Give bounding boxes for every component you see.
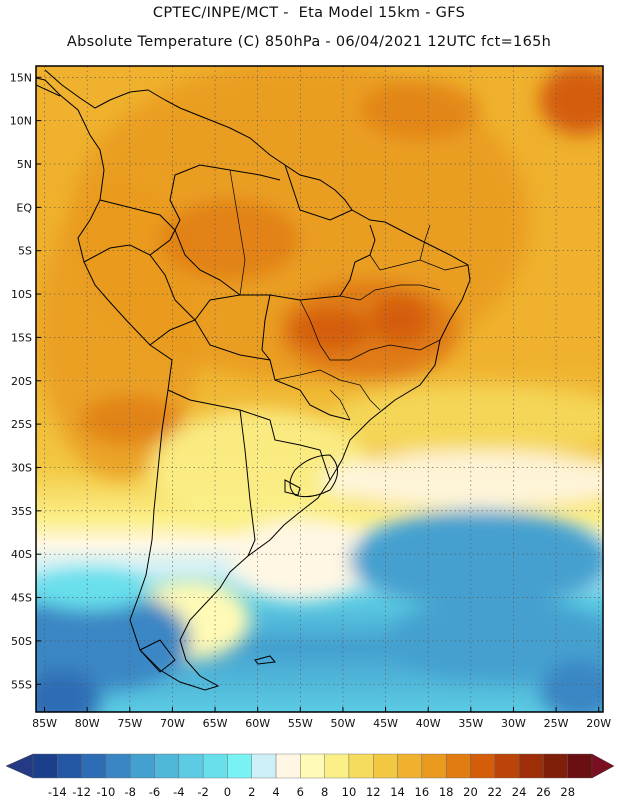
colorbar-label: 2	[248, 785, 255, 799]
lon-tick-label: 80W	[75, 717, 100, 730]
colorbar-label: -6	[149, 785, 160, 799]
colorbar-low-arrow	[5, 753, 34, 779]
lon-tick-label: 30W	[501, 717, 526, 730]
colorbar-swatch	[32, 753, 58, 779]
temperature-field	[36, 66, 603, 712]
lat-tick-label: 20S	[11, 375, 32, 388]
colorbar-high-arrow	[591, 753, 615, 779]
colorbar-swatch	[178, 753, 204, 779]
colorbar-swatch	[324, 753, 350, 779]
colorbar-label: -4	[173, 785, 184, 799]
lat-tick-label: 30S	[11, 461, 32, 474]
lon-tick-label: 35W	[458, 717, 483, 730]
map-frame	[35, 65, 604, 713]
chart-title: CPTEC/INPE/MCT - Eta Model 15km - GFS	[152, 5, 466, 21]
colorbar-label: 14	[390, 785, 405, 799]
colorbar-label: 6	[297, 785, 304, 799]
colorbar-label: 4	[272, 785, 279, 799]
lon-tick-label: 65W	[203, 717, 228, 730]
colorbar-label: 28	[560, 785, 575, 799]
lat-tick-label: 5S	[18, 245, 32, 258]
colorbar-label: 8	[321, 785, 328, 799]
colorbar-label: 0	[224, 785, 231, 799]
colorbar-label: 12	[366, 785, 381, 799]
colorbar-swatch	[397, 753, 423, 779]
colorbar-swatch	[105, 753, 131, 779]
chart-subtitle: Absolute Temperature (C) 850hPa - 06/04/…	[66, 34, 552, 50]
lat-tick-label: 15N	[10, 71, 32, 84]
state-borders	[229, 169, 469, 421]
latitude-axis: 15N 10N 5N EQ 5S 10S 15S 20S 25S 30S 35S 40S 45S 50S 5…	[10, 71, 41, 691]
lon-tick-label: 85W	[32, 717, 57, 730]
colorbar-swatch	[57, 753, 82, 779]
colorbar-swatch	[251, 753, 277, 779]
colorbar-swatch	[470, 753, 495, 779]
lat-tick-label: 45S	[11, 592, 32, 605]
lat-tick-label: 10S	[11, 288, 32, 301]
colorbar-label: 24	[512, 785, 527, 799]
lon-tick-label: 25W	[544, 717, 569, 730]
lon-tick-label: 70W	[160, 717, 185, 730]
colorbar-label: 22	[487, 785, 502, 799]
colorbar-swatch	[275, 753, 301, 779]
colorbar-swatch	[154, 753, 180, 779]
colorbar-label: 26	[536, 785, 551, 799]
lat-tick-label: 40S	[11, 548, 32, 561]
colorbar-swatch	[567, 753, 593, 779]
colorbar-label: -2	[197, 785, 208, 799]
graticule	[36, 66, 603, 712]
lon-tick-label: 40W	[416, 717, 441, 730]
colorbar-label: -8	[124, 785, 135, 799]
colorbar-swatch	[421, 753, 447, 779]
colorbar-label: 18	[439, 785, 454, 799]
lat-tick-label: 35S	[11, 505, 32, 518]
colorbar-label: 20	[463, 785, 478, 799]
lat-tick-label: 15S	[11, 331, 32, 344]
colorbar-swatch	[227, 753, 252, 779]
colorbar-label: -12	[72, 785, 91, 799]
lat-tick-label: 50S	[11, 635, 32, 648]
lon-tick-label: 20W	[586, 717, 611, 730]
colorbar-swatch	[518, 753, 544, 779]
lon-tick-label: 50W	[331, 717, 356, 730]
colorbar-swatch	[445, 753, 471, 779]
colorbar-label: -14	[48, 785, 67, 799]
colorbar-swatch	[494, 753, 520, 779]
lat-tick-label: 10N	[10, 115, 32, 128]
colorbar-label: -10	[97, 785, 116, 799]
colorbar-swatch	[300, 753, 325, 779]
lon-tick-label: 45W	[373, 717, 398, 730]
lon-tick-label: 55W	[288, 717, 313, 730]
colorbar-swatch	[202, 753, 228, 779]
colorbar-label: 10	[342, 785, 357, 799]
colorbar-swatch	[348, 753, 374, 779]
colorbar-swatch	[130, 753, 155, 779]
lon-tick-label: 60W	[245, 717, 270, 730]
lon-tick-label: 75W	[117, 717, 142, 730]
colorbar-swatch	[543, 753, 568, 779]
lat-tick-label: 5N	[17, 158, 32, 171]
longitude-axis: 85W 80W 75W 70W 65W 60W 55W 50W 45W 40W 35W 30W 25W 2…	[32, 707, 611, 730]
lat-tick-label: 25S	[11, 418, 32, 431]
lat-tick-label: EQ	[16, 201, 32, 214]
colorbar-swatch	[81, 753, 107, 779]
colorbar-swatch	[373, 753, 398, 779]
colorbar-label: 16	[415, 785, 430, 799]
colorbar: -14 -12 -10 -8 -6 -4 -2 0 2 4 6 8 10 12 14 16 18 20 22 24 26…	[5, 753, 615, 799]
lat-tick-label: 55S	[11, 678, 32, 691]
